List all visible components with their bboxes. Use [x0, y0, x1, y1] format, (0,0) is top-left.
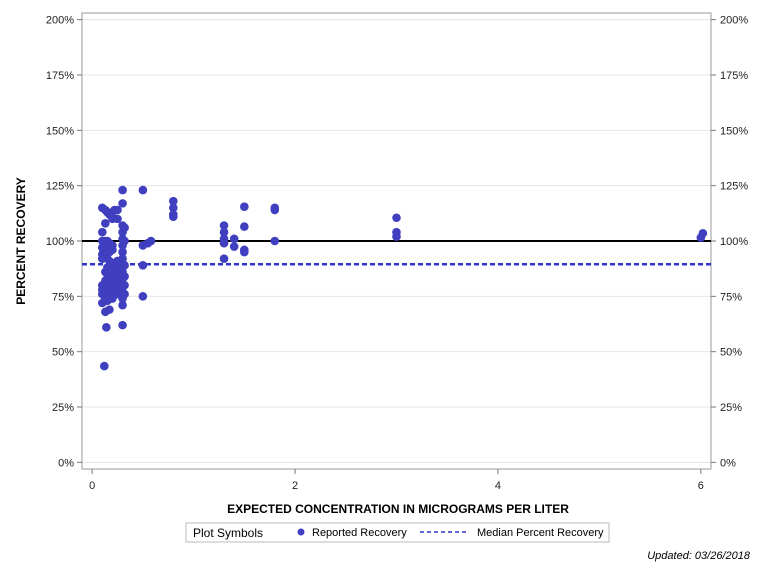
y-axis-right: 0% 25% 50% 75% 100% 125% 150% 175% 200%: [711, 15, 748, 469]
data-point: [138, 292, 148, 301]
data-point: [698, 228, 708, 238]
y-tick-label-right: 0%: [720, 457, 736, 469]
data-point: [118, 199, 127, 208]
data-point: [120, 223, 129, 233]
y-tick-label: 0%: [58, 457, 74, 469]
legend-item-median-recovery: Median Percent Recovery: [477, 527, 604, 539]
y-tick-label-right: 75%: [720, 291, 742, 303]
data-point: [270, 205, 280, 215]
y-tick-label: 150%: [46, 125, 74, 137]
data-point: [101, 218, 110, 228]
legend-item-reported-recovery: Reported Recovery: [312, 527, 407, 539]
data-point: [146, 236, 156, 246]
y-tick-label-right: 175%: [720, 70, 748, 82]
data-point: [120, 272, 129, 281]
y-tick-label: 100%: [46, 236, 74, 248]
data-point: [219, 221, 229, 230]
y-tick-label-right: 200%: [720, 15, 748, 27]
data-point: [120, 261, 129, 270]
x-axis-title: EXPECTED CONCENTRATION IN MICROGRAMS PER…: [227, 502, 569, 516]
data-point: [219, 238, 229, 248]
data-point: [120, 289, 129, 299]
data-point: [219, 254, 229, 264]
data-point: [102, 323, 111, 332]
data-point: [120, 280, 129, 290]
y-tick-label: 25%: [52, 402, 74, 414]
y-tick-label-right: 50%: [720, 347, 742, 359]
x-tick-label: 6: [698, 480, 704, 492]
y-tick-label: 200%: [46, 15, 74, 27]
scatter-points: [97, 185, 708, 371]
data-point: [229, 242, 239, 251]
y-axis-left: 0% 25% 50% 75% 100% 125% 150% 175% 200%: [46, 15, 82, 469]
y-tick-label: 125%: [46, 181, 74, 193]
data-point: [240, 222, 249, 231]
data-point: [169, 212, 178, 221]
data-point: [240, 202, 249, 211]
data-point: [392, 232, 401, 241]
y-tick-label-right: 100%: [720, 236, 748, 248]
y-tick-label-right: 125%: [720, 181, 748, 193]
data-point: [118, 247, 127, 257]
data-point: [108, 245, 117, 255]
data-point: [100, 361, 109, 371]
data-point: [113, 214, 122, 224]
y-tick-label-right: 25%: [720, 402, 742, 414]
legend-box: [185, 522, 610, 543]
data-point: [118, 185, 127, 195]
data-point: [105, 305, 114, 314]
y-axis-title: PERCENT RECOVERY: [14, 177, 28, 305]
data-point: [118, 320, 127, 330]
data-point: [392, 213, 401, 223]
legend: Plot Symbols Reported Recovery Median Pe…: [185, 522, 610, 543]
x-tick-label: 2: [292, 480, 298, 492]
data-point: [169, 196, 178, 206]
y-tick-label: 175%: [46, 70, 74, 82]
data-point: [219, 227, 229, 237]
data-point: [138, 185, 148, 195]
x-axis: 0 2 4 6: [89, 469, 704, 492]
updated-date: Updated: 03/26/2018: [647, 550, 750, 562]
y-tick-label: 50%: [52, 347, 74, 359]
data-point: [118, 254, 127, 264]
data-point: [229, 234, 239, 244]
data-point: [97, 227, 107, 237]
y-tick-label: 75%: [52, 291, 74, 303]
y-tick-label-right: 150%: [720, 125, 748, 137]
data-point: [270, 236, 280, 246]
legend-title: Plot Symbols: [193, 526, 263, 540]
data-point: [113, 205, 122, 215]
data-point: [138, 261, 148, 270]
data-point: [118, 300, 127, 310]
data-point: [169, 203, 178, 213]
legend-dot-symbol: [297, 528, 305, 536]
x-tick-label: 4: [495, 480, 501, 492]
data-point: [240, 247, 249, 257]
data-point: [120, 236, 129, 246]
x-tick-label: 0: [89, 480, 95, 492]
